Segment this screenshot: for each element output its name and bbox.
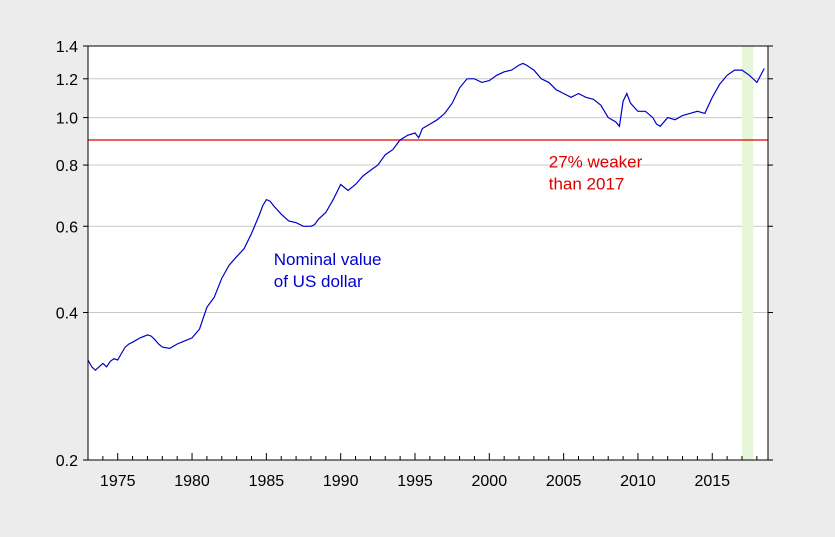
y-tick-label: 1.4 [56, 39, 78, 56]
x-tick-label: 1980 [174, 473, 210, 490]
annotation: Nominal value of US dollar [274, 250, 382, 291]
y-tick-label: 1.2 [56, 72, 78, 89]
annotation-line: than 2017 [549, 175, 625, 194]
x-tick-label: 1990 [323, 473, 359, 490]
annotation-line: Nominal value [274, 250, 382, 269]
y-tick-label: 0.4 [56, 306, 78, 323]
y-tick-label: 0.2 [56, 453, 78, 470]
y-tick-label: 1.0 [56, 111, 78, 128]
annotation-line: 27% weaker [549, 153, 643, 172]
annotation: 27% weaker than 2017 [549, 153, 643, 194]
x-axis: 1975 1980 1985 1990 1995 2000 2005 2010 2015 [87, 453, 758, 490]
shaded-band [741, 46, 754, 460]
x-tick-label: 1975 [100, 473, 136, 490]
shaded-region [741, 46, 754, 460]
y-tick-label: 0.8 [56, 158, 78, 175]
series-line [87, 62, 765, 372]
x-tick-label: 2005 [546, 473, 582, 490]
plot-frame [87, 45, 769, 461]
x-tick-label: 2000 [472, 473, 508, 490]
x-tick-label: 1985 [249, 473, 285, 490]
y-axis: 0.2 0.4 0.6 0.8 1.0 1.2 1.4 [56, 39, 773, 470]
annotation-line: of US dollar [274, 272, 363, 291]
x-tick-label: 1995 [397, 473, 433, 490]
x-tick-label: 2015 [694, 473, 730, 490]
series-group [87, 62, 765, 372]
plot-background [88, 46, 768, 460]
annotations: Nominal value of US dollar 27% weaker than … [274, 153, 643, 291]
x-tick-label: 2010 [620, 473, 656, 490]
y-tick-label: 0.6 [56, 219, 78, 236]
